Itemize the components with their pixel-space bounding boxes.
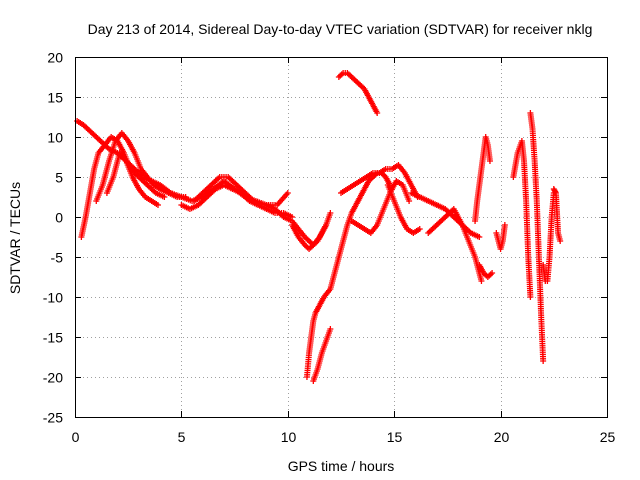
y-tick-label: -5 xyxy=(51,250,64,266)
x-tick-label: 0 xyxy=(72,429,80,445)
series-arc-l xyxy=(338,162,421,200)
data-point xyxy=(527,294,534,300)
y-tick-label: 5 xyxy=(55,170,63,186)
x-tick-label: 15 xyxy=(387,429,403,445)
data-point xyxy=(284,190,291,196)
series-arc-d xyxy=(103,150,161,208)
y-tick-label: -20 xyxy=(43,370,63,386)
data-point xyxy=(374,110,381,116)
y-tick-label: -10 xyxy=(43,290,63,306)
data-point xyxy=(182,194,189,200)
y-tick-label: -15 xyxy=(43,330,63,346)
series-arc-q xyxy=(472,134,493,224)
y-tick-label: -25 xyxy=(43,410,63,426)
data-point xyxy=(416,226,423,232)
series-arc-u xyxy=(527,110,547,364)
series-arc-i xyxy=(303,170,393,380)
data-point xyxy=(557,238,564,244)
axis-ticks: 0 5 10 15 20 25 -25 -20 -15 -10 -5 0 5 10 15 20 xyxy=(43,50,616,446)
x-tick-label: 25 xyxy=(600,429,616,445)
data-point xyxy=(478,278,485,284)
grid-lines xyxy=(75,57,607,417)
series-arc-h xyxy=(289,222,330,252)
plot-frame xyxy=(75,57,608,418)
x-tick-label: 10 xyxy=(281,429,297,445)
series-arc-g xyxy=(263,202,334,248)
data-point xyxy=(154,202,161,208)
data-point xyxy=(250,198,257,204)
series-arc-c xyxy=(93,130,189,204)
data-point xyxy=(406,198,413,204)
series-arc-w xyxy=(550,186,564,244)
y-tick-label: 15 xyxy=(47,90,63,106)
data-point xyxy=(161,194,168,200)
data-point xyxy=(489,270,496,276)
series-arc-f xyxy=(191,174,257,204)
data-point xyxy=(327,210,334,216)
y-tick-label: 20 xyxy=(47,50,63,66)
series-arc-m xyxy=(348,178,413,236)
series-arc-r xyxy=(476,262,496,280)
data-point xyxy=(476,234,483,240)
data-point xyxy=(323,222,330,228)
x-tick-label: 20 xyxy=(494,429,510,445)
data-point xyxy=(540,358,547,364)
data-point xyxy=(486,158,493,164)
data-point xyxy=(327,326,334,332)
series-arc-k xyxy=(335,70,381,116)
series-arc-n xyxy=(384,182,423,236)
series-arc-p xyxy=(425,206,485,284)
data-point xyxy=(552,188,559,195)
y-axis-label: SDTVAR / TECUs xyxy=(7,182,23,294)
series-arc-s xyxy=(493,222,508,252)
y-tick-label: 0 xyxy=(55,210,63,226)
data-point xyxy=(501,222,508,228)
data-points xyxy=(74,70,564,384)
chart-title: Day 213 of 2014, Sidereal Day-to-day VTE… xyxy=(88,21,593,37)
y-tick-label: 10 xyxy=(47,130,63,146)
series-arc-t xyxy=(510,138,534,300)
x-tick-label: 5 xyxy=(178,429,186,445)
x-axis-label: GPS time / hours xyxy=(288,458,395,474)
series-arc-j xyxy=(310,326,334,384)
series-arc-v xyxy=(540,190,557,284)
